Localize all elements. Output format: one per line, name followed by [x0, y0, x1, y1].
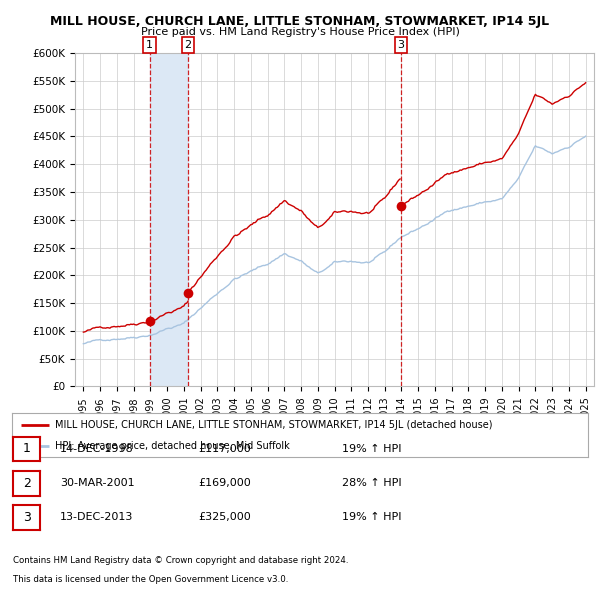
Text: HPI: Average price, detached house, Mid Suffolk: HPI: Average price, detached house, Mid …: [55, 441, 290, 451]
Text: MILL HOUSE, CHURCH LANE, LITTLE STONHAM, STOWMARKET, IP14 5JL: MILL HOUSE, CHURCH LANE, LITTLE STONHAM,…: [50, 15, 550, 28]
Text: MILL HOUSE, CHURCH LANE, LITTLE STONHAM, STOWMARKET, IP14 5JL (detached house): MILL HOUSE, CHURCH LANE, LITTLE STONHAM,…: [55, 421, 493, 430]
Text: 1: 1: [146, 40, 153, 50]
Text: 1: 1: [23, 442, 31, 455]
Text: 28% ↑ HPI: 28% ↑ HPI: [342, 478, 401, 488]
Text: Price paid vs. HM Land Registry's House Price Index (HPI): Price paid vs. HM Land Registry's House …: [140, 27, 460, 37]
Text: 30-MAR-2001: 30-MAR-2001: [60, 478, 134, 488]
Text: Contains HM Land Registry data © Crown copyright and database right 2024.: Contains HM Land Registry data © Crown c…: [13, 556, 349, 565]
Text: This data is licensed under the Open Government Licence v3.0.: This data is licensed under the Open Gov…: [13, 575, 289, 584]
Text: 2: 2: [184, 40, 191, 50]
Text: 19% ↑ HPI: 19% ↑ HPI: [342, 444, 401, 454]
Text: 3: 3: [23, 511, 31, 524]
Text: £169,000: £169,000: [198, 478, 251, 488]
Text: 3: 3: [397, 40, 404, 50]
Text: £325,000: £325,000: [198, 513, 251, 522]
Text: 19% ↑ HPI: 19% ↑ HPI: [342, 513, 401, 522]
Bar: [149, 53, 188, 386]
Text: £117,000: £117,000: [198, 444, 251, 454]
Text: 2: 2: [23, 477, 31, 490]
Text: 14-DEC-1998: 14-DEC-1998: [60, 444, 134, 454]
Text: 13-DEC-2013: 13-DEC-2013: [60, 513, 133, 522]
